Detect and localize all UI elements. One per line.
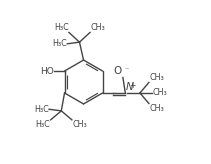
Text: O: O [114, 66, 122, 76]
Text: H₃C: H₃C [54, 23, 69, 32]
Text: CH₃: CH₃ [149, 73, 164, 82]
Text: ⁻: ⁻ [125, 65, 129, 74]
Text: HO: HO [40, 67, 54, 76]
Text: CH₃: CH₃ [72, 120, 87, 129]
Text: CH₃: CH₃ [90, 23, 105, 32]
Text: N: N [126, 82, 134, 92]
Text: +: + [129, 81, 135, 90]
Text: CH₃: CH₃ [153, 88, 167, 97]
Text: H₃C: H₃C [52, 39, 67, 48]
Text: CH₃: CH₃ [149, 104, 164, 113]
Text: H₃C: H₃C [36, 120, 50, 129]
Text: H₃C: H₃C [34, 105, 49, 114]
